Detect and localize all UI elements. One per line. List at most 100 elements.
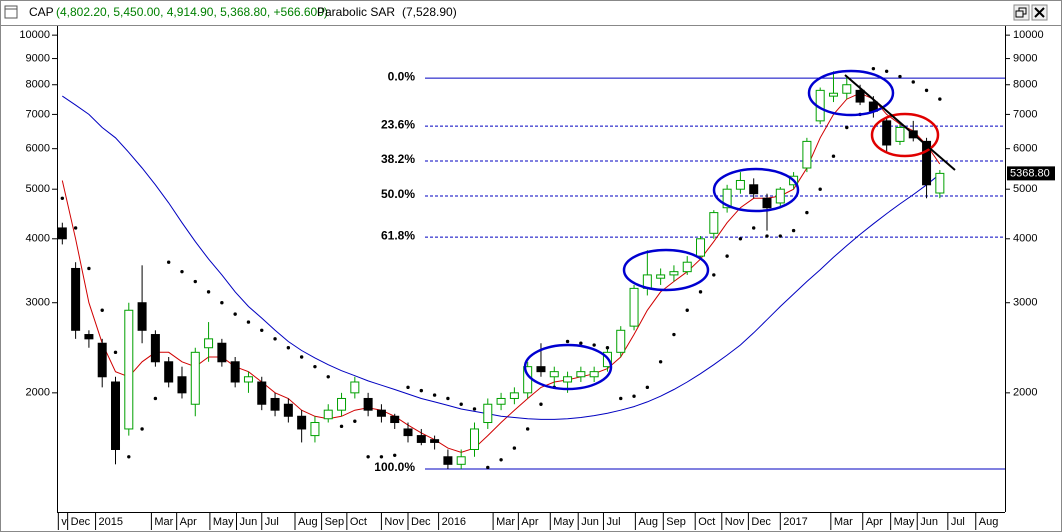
sar-dot <box>153 396 158 401</box>
candle-body <box>137 302 147 331</box>
sar-dot <box>512 446 517 450</box>
close-button[interactable] <box>1031 4 1048 21</box>
sar-dot <box>432 393 437 397</box>
x-tick-label: Jul <box>951 516 965 528</box>
y-tick-label: 10000 <box>1013 29 1044 41</box>
sar-dot <box>765 234 769 238</box>
candle-body <box>310 422 320 437</box>
candle-body <box>177 376 187 394</box>
candle-body <box>323 409 333 420</box>
x-tick-label: Apr <box>180 516 197 528</box>
sar-dot <box>698 290 703 294</box>
candle-body <box>922 140 932 186</box>
x-tick-label: Sep <box>666 516 686 528</box>
candle-body <box>882 120 892 146</box>
sar-dot <box>127 455 131 459</box>
sar-dot <box>911 80 915 84</box>
candle-body <box>496 397 506 405</box>
candle-body <box>150 334 160 363</box>
last-price-box <box>1007 166 1055 181</box>
candle-body <box>190 351 200 405</box>
sar-dot <box>273 337 277 341</box>
x-tick-label: Aug <box>979 516 999 528</box>
x-tick-label: Apr <box>521 516 538 528</box>
x-tick-label: Dec <box>71 516 91 528</box>
y-tick-label: 5000 <box>1013 183 1037 195</box>
trendline <box>844 74 956 171</box>
sar-dot <box>313 364 317 369</box>
sar-dot <box>605 346 610 350</box>
sar-dot <box>778 234 782 238</box>
restore-button[interactable] <box>1013 4 1030 21</box>
candle-body <box>124 309 134 430</box>
candle-body <box>855 89 865 103</box>
y-tick-label: 9000 <box>26 52 50 64</box>
candle-body <box>842 84 852 94</box>
sar-dot <box>406 385 410 390</box>
candle-body <box>536 366 546 373</box>
sar-dot <box>100 308 104 312</box>
symbol: CAP <box>29 5 54 19</box>
ellipse <box>807 69 895 117</box>
sar-dot <box>220 301 224 305</box>
sar-dot <box>805 210 809 215</box>
x-tick-label: Sep <box>325 516 345 528</box>
sar-dot <box>60 196 65 200</box>
x-tick-label: Mar <box>154 516 173 528</box>
candle-body <box>217 342 227 363</box>
sar-dot <box>871 66 876 71</box>
candle-body <box>589 371 599 378</box>
x-tick-label: Aug <box>298 516 318 528</box>
indicator-value: (7,528.90) <box>402 5 457 19</box>
sar-dot <box>393 453 397 458</box>
fib-label: 50.0% <box>381 187 415 201</box>
x-tick-label: 2015 <box>99 516 123 528</box>
sar-dot <box>791 228 796 233</box>
candle-body <box>749 184 759 195</box>
window-icon <box>4 5 18 19</box>
candle-body <box>376 409 386 417</box>
sar-dot <box>353 419 357 423</box>
x-tick-label: 2017 <box>783 516 807 528</box>
y-tick-label: 7000 <box>26 108 50 120</box>
sar-dot <box>206 290 211 294</box>
sar-dot <box>193 279 197 284</box>
y-tick-label: 2000 <box>1013 387 1037 399</box>
x-tick-label: Apr <box>866 516 883 528</box>
fib-label: 23.6% <box>381 117 415 131</box>
candle-body <box>895 126 905 142</box>
sar-dot <box>87 266 91 271</box>
sar-dot <box>632 394 636 398</box>
candle-body <box>802 140 812 169</box>
x-tick-label: Oct <box>350 516 367 528</box>
quote: (4,802.20, 5,450.00, 4,914.90, 5,368.80,… <box>56 5 328 19</box>
ellipse <box>622 248 710 292</box>
candle-body <box>97 342 107 378</box>
sar-dot <box>525 427 530 431</box>
candle-body <box>297 415 307 430</box>
candle-body <box>656 274 666 279</box>
y-tick-label: 8000 <box>1013 79 1037 91</box>
sar-dot <box>419 388 424 393</box>
y-tick-label: 10000 <box>19 29 50 41</box>
ellipse <box>712 167 800 213</box>
sar-dot <box>884 69 889 73</box>
sar-dot <box>645 385 650 390</box>
x-tick-label: Mar <box>834 516 853 528</box>
y-tick-label: 3000 <box>1013 297 1037 309</box>
candle-body <box>775 188 785 204</box>
sar-dot <box>446 396 450 401</box>
candle-body <box>722 188 732 209</box>
sar-dot <box>113 350 118 355</box>
x-tick-label: v <box>61 516 67 528</box>
x-tick-label: Mar <box>496 516 515 528</box>
y-tick-label: 9000 <box>1013 52 1037 64</box>
y-tick-label: 4000 <box>1013 233 1037 245</box>
y-tick-label: 4000 <box>26 233 50 245</box>
indicator-name: Parabolic SAR <box>317 5 395 19</box>
x-tick-label: Jul <box>265 516 279 528</box>
candle-body <box>509 392 519 399</box>
sar-dot <box>579 341 583 345</box>
x-tick-label: Jun <box>239 516 257 528</box>
